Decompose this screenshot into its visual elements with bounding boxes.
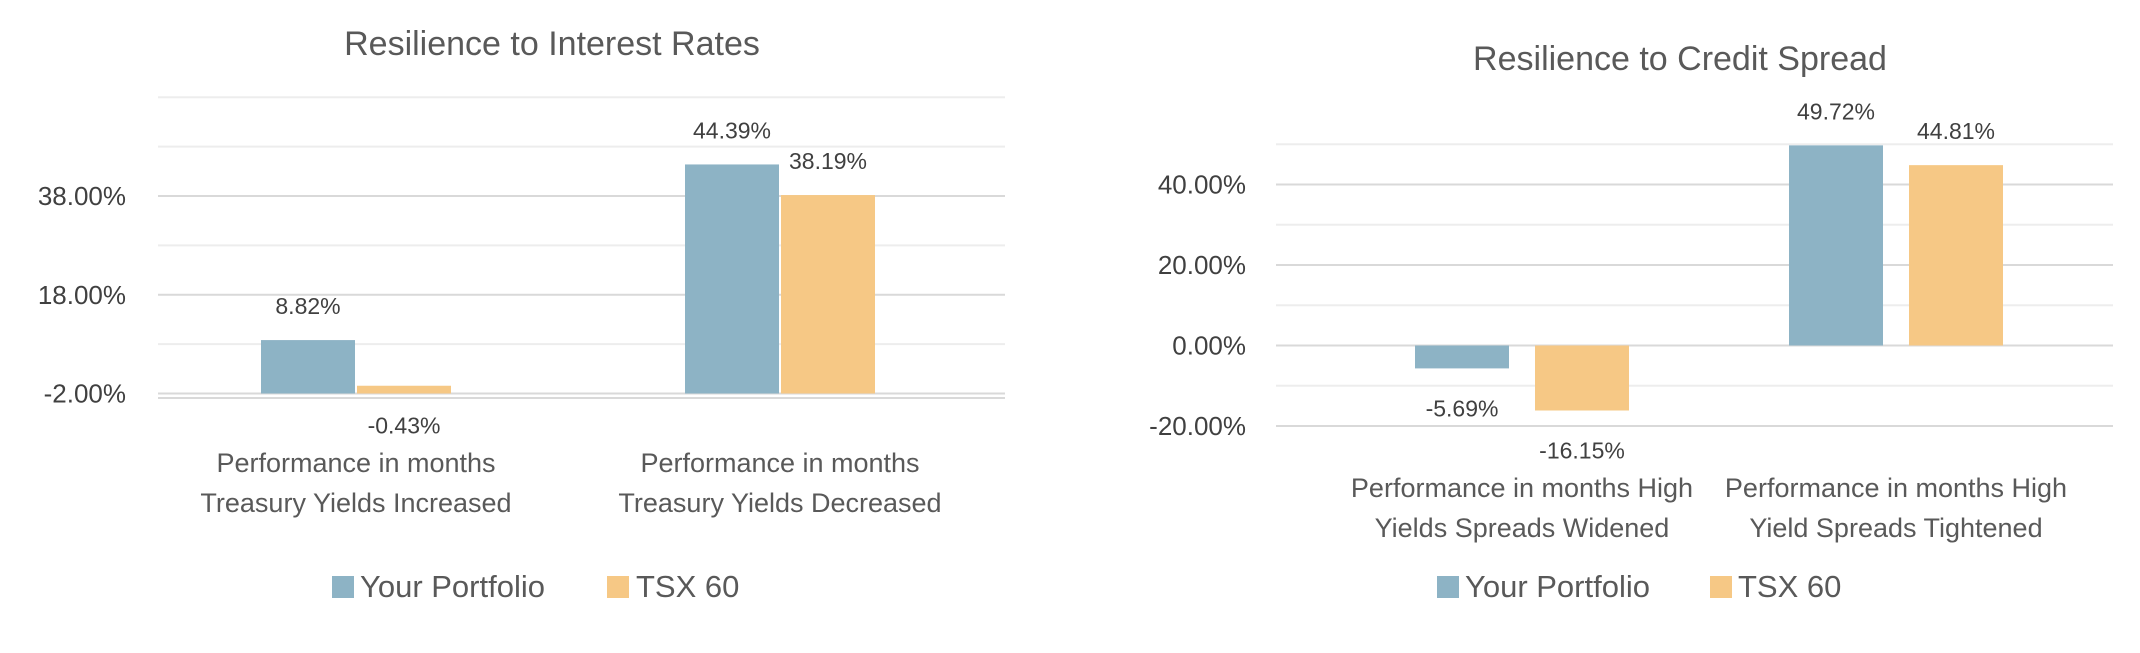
- chart-credit-spread-svg: Resilience to Credit Spread 40.00% 20.00% 0…: [1149, 40, 2113, 604]
- legend-label-portfolio: Your Portfolio: [1465, 569, 1650, 604]
- data-label: 44.39%: [693, 117, 771, 143]
- legend-label-portfolio: Your Portfolio: [360, 569, 545, 604]
- data-label: -16.15%: [1539, 438, 1625, 464]
- data-label: 8.82%: [275, 293, 340, 319]
- data-label: -5.69%: [1426, 395, 1499, 421]
- y-tick-label: 40.00%: [1158, 170, 1246, 200]
- x-category-label: Yields Spreads Widened: [1375, 513, 1670, 543]
- x-category-label: Performance in months High: [1725, 473, 2067, 503]
- legend-label-tsx60: TSX 60: [1738, 569, 1841, 604]
- bar-cs-portfolio-2: [1789, 145, 1883, 346]
- chart-interest-rates-svg: Resilience to Interest Rates 38.00% 18.00%…: [38, 25, 1005, 604]
- bar-cs-portfolio-1: [1415, 345, 1509, 369]
- bar-cs-tsx60-2: [1909, 165, 2003, 346]
- x-category-label: Performance in months High: [1351, 473, 1693, 503]
- data-label: 44.81%: [1917, 118, 1995, 144]
- data-label: 38.19%: [789, 148, 867, 174]
- bar-ir-portfolio-1: [261, 340, 355, 394]
- data-label: 49.72%: [1797, 98, 1875, 124]
- y-tick-label: 18.00%: [38, 280, 126, 310]
- data-label: -0.43%: [368, 413, 441, 439]
- y-tick-label: -2.00%: [44, 379, 126, 409]
- legend-label-tsx60: TSX 60: [636, 569, 739, 604]
- bar-cs-tsx60-1: [1535, 345, 1629, 411]
- legend-swatch-tsx60: [607, 576, 629, 598]
- y-tick-label: -20.00%: [1149, 411, 1246, 441]
- bar-ir-portfolio-2: [685, 164, 779, 394]
- y-tick-label: 20.00%: [1158, 250, 1246, 280]
- chart-interest-rates: Resilience to Interest Rates 38.00% 18.00%…: [38, 25, 1005, 604]
- chart-title: Resilience to Credit Spread: [1473, 40, 1887, 78]
- bar-ir-tsx60-2: [781, 195, 875, 394]
- chart-credit-spread: Resilience to Credit Spread 40.00% 20.00% 0…: [1090, 0, 2140, 653]
- y-tick-label: 0.00%: [1172, 331, 1246, 361]
- x-category-label: Yield Spreads Tightened: [1749, 513, 2042, 543]
- x-category-label: Treasury Yields Increased: [200, 488, 511, 518]
- x-category-label: Performance in months: [216, 448, 495, 478]
- legend-swatch-portfolio: [332, 576, 354, 598]
- legend-swatch-tsx60: [1710, 576, 1732, 598]
- x-category-label: Treasury Yields Decreased: [618, 488, 941, 518]
- legend-swatch-portfolio: [1437, 576, 1459, 598]
- x-category-label: Performance in months: [640, 448, 919, 478]
- chart-title: Resilience to Interest Rates: [344, 25, 760, 63]
- bar-ir-tsx60-1: [357, 385, 451, 394]
- y-tick-label: 38.00%: [38, 181, 126, 211]
